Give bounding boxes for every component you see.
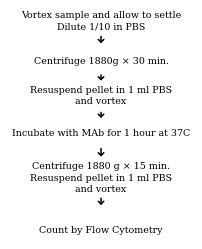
Text: Centrifuge 1880g × 30 min.: Centrifuge 1880g × 30 min. (34, 57, 168, 65)
Text: Centrifuge 1880 g × 15 min.
Resuspend pellet in 1 ml PBS
and vortex: Centrifuge 1880 g × 15 min. Resuspend pe… (30, 162, 172, 194)
Text: Count by Flow Cytometry: Count by Flow Cytometry (39, 226, 163, 235)
Text: Resuspend pellet in 1 ml PBS
and vortex: Resuspend pellet in 1 ml PBS and vortex (30, 86, 172, 106)
Text: Incubate with MAb for 1 hour at 37C: Incubate with MAb for 1 hour at 37C (12, 129, 190, 138)
Text: Vortex sample and allow to settle
Dilute 1/10 in PBS: Vortex sample and allow to settle Dilute… (21, 11, 181, 31)
